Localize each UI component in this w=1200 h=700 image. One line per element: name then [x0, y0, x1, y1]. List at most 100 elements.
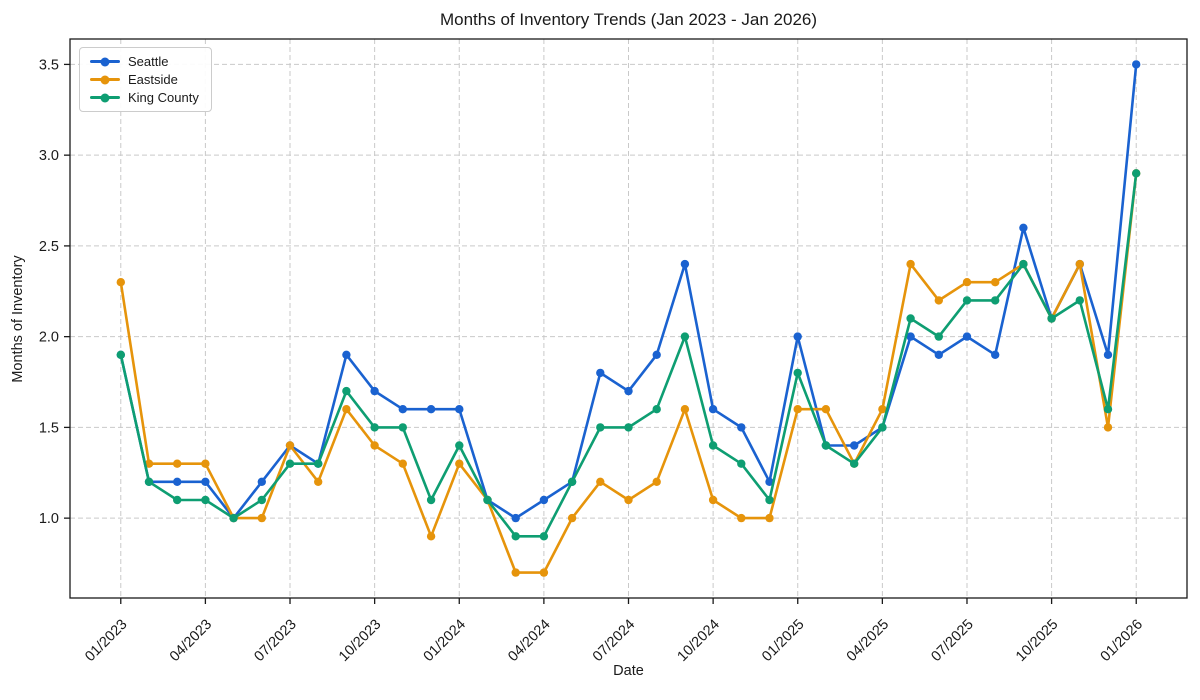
x-tick-label: 01/2024 — [421, 617, 469, 665]
data-point-king-county — [539, 532, 549, 541]
data-point-king-county — [511, 532, 520, 541]
data-point-king-county — [934, 332, 943, 341]
data-point-seattle — [850, 441, 859, 450]
data-point-seattle — [934, 350, 943, 359]
data-point-king-county — [201, 495, 210, 505]
data-point-king-county — [567, 477, 577, 486]
data-point-king-county — [173, 495, 182, 505]
data-point-king-county — [144, 477, 154, 486]
data-point-seattle — [342, 350, 351, 359]
y-tick-label: 2.0 — [39, 330, 59, 346]
legend-dot-icon — [100, 93, 110, 102]
data-point-king-county — [1075, 296, 1085, 305]
data-point-seattle — [906, 332, 915, 341]
data-point-king-county — [285, 459, 295, 468]
data-point-king-county — [257, 495, 266, 505]
data-point-king-county — [991, 296, 1000, 305]
x-tick-label: 04/2025 — [844, 617, 892, 665]
data-point-eastside — [1075, 259, 1085, 269]
data-point-seattle — [765, 477, 774, 486]
legend: Seattle Eastside King County — [79, 47, 212, 112]
data-point-seattle — [426, 405, 436, 414]
data-point-king-county — [906, 314, 915, 323]
data-point-eastside — [652, 477, 661, 486]
data-point-king-county — [229, 513, 238, 523]
x-tick-label: 04/2024 — [505, 617, 553, 665]
y-tick-label: 1.5 — [39, 420, 59, 436]
data-point-king-county — [652, 405, 661, 414]
data-point-eastside — [398, 459, 407, 468]
data-point-seattle — [455, 405, 464, 414]
data-point-king-county — [116, 350, 126, 359]
x-tick-label: 10/2023 — [336, 617, 384, 665]
data-point-king-county — [850, 459, 859, 468]
data-point-eastside — [511, 568, 520, 577]
data-point-king-county — [1132, 169, 1141, 178]
legend-line-marker-icon — [90, 57, 120, 66]
data-point-king-county — [426, 495, 436, 505]
data-point-eastside — [708, 495, 718, 505]
data-point-seattle — [680, 259, 690, 269]
data-point-king-county — [1047, 314, 1056, 323]
data-point-seattle — [370, 386, 379, 396]
data-point-eastside — [1103, 423, 1113, 432]
x-tick-label: 01/2026 — [1098, 617, 1146, 665]
data-point-king-county — [370, 423, 379, 432]
data-point-eastside — [342, 405, 351, 414]
data-point-king-county — [878, 423, 887, 432]
data-point-seattle — [201, 477, 210, 486]
data-point-seattle — [539, 495, 549, 505]
x-tick-label: 07/2023 — [251, 617, 299, 665]
data-point-seattle — [1019, 223, 1028, 232]
data-point-eastside — [567, 513, 577, 523]
data-point-king-county — [962, 296, 972, 305]
data-point-eastside — [737, 513, 746, 523]
data-point-seattle — [398, 405, 407, 414]
data-point-eastside — [370, 441, 379, 450]
legend-dot-icon — [100, 75, 110, 84]
data-point-king-county — [398, 423, 407, 432]
legend-label: Eastside — [128, 72, 178, 87]
data-point-seattle — [652, 350, 661, 359]
data-point-eastside — [991, 278, 1000, 287]
data-point-seattle — [1132, 60, 1141, 69]
x-tick-label: 10/2024 — [675, 617, 723, 665]
legend-label: King County — [128, 90, 199, 105]
data-point-eastside — [285, 441, 295, 450]
data-point-eastside — [116, 278, 126, 287]
legend-label: Seattle — [128, 54, 169, 69]
data-point-seattle — [737, 423, 746, 432]
data-point-seattle — [511, 513, 520, 523]
data-point-seattle — [793, 332, 802, 341]
data-point-eastside — [765, 513, 774, 523]
data-point-king-county — [821, 441, 831, 450]
data-point-eastside — [624, 495, 633, 505]
data-point-seattle — [962, 332, 972, 341]
data-point-eastside — [878, 405, 887, 414]
data-point-king-county — [1103, 405, 1113, 414]
data-point-king-county — [314, 459, 323, 468]
data-point-king-county — [737, 459, 746, 468]
x-axis-label: Date — [613, 663, 644, 679]
legend-item-seattle: Seattle — [90, 55, 199, 68]
data-point-king-county — [483, 495, 492, 505]
data-point-eastside — [680, 405, 690, 414]
y-tick-label: 2.5 — [39, 239, 59, 255]
data-point-eastside — [539, 568, 549, 577]
data-point-eastside — [906, 259, 915, 269]
data-point-eastside — [962, 278, 972, 287]
x-tick-label: 07/2024 — [590, 617, 638, 665]
data-point-seattle — [708, 405, 718, 414]
data-point-eastside — [144, 459, 154, 468]
data-point-king-county — [342, 386, 351, 396]
data-point-king-county — [708, 441, 718, 450]
data-point-king-county — [1019, 259, 1028, 269]
data-point-eastside — [793, 405, 802, 414]
data-point-king-county — [596, 423, 605, 432]
y-tick-label: 3.5 — [39, 57, 59, 73]
y-axis-label: Months of Inventory — [10, 255, 26, 383]
x-tick-label: 07/2025 — [928, 617, 976, 665]
legend-item-eastside: Eastside — [90, 73, 199, 86]
y-tick-label: 1.0 — [39, 511, 59, 527]
